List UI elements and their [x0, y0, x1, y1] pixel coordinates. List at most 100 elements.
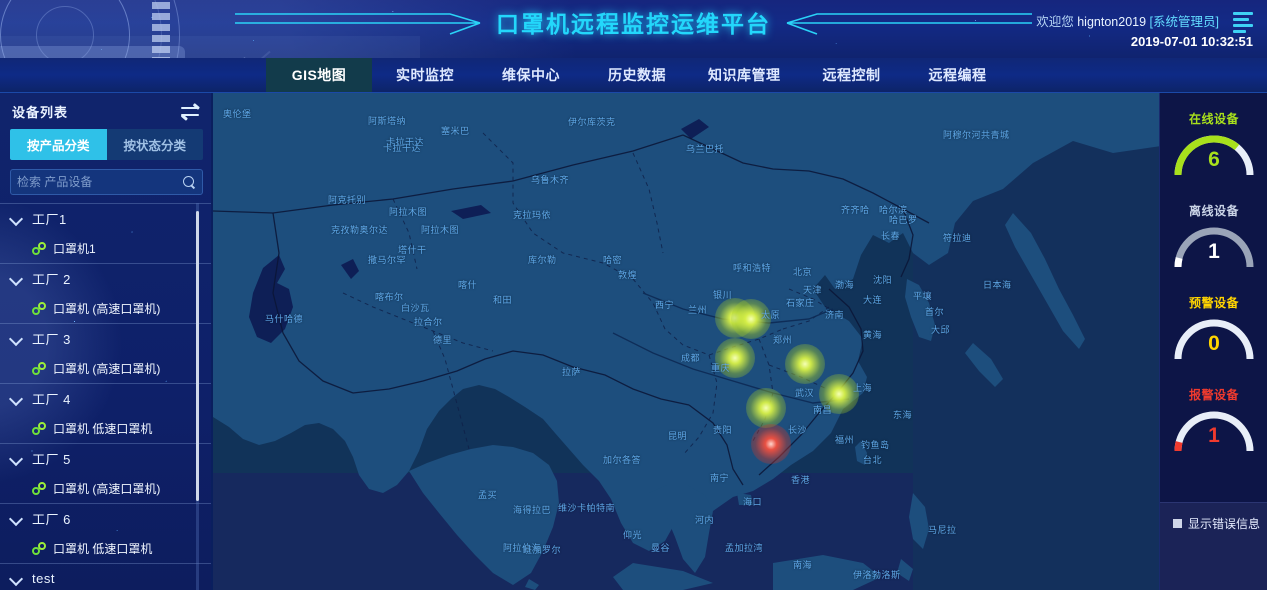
tree-child-node[interactable]: 口罩机 低速口罩机 [0, 413, 213, 443]
hamburger-menu-icon[interactable] [1233, 12, 1253, 33]
tree-child-label: 口罩机 (高速口罩机) [53, 481, 161, 496]
nav-item-5[interactable]: 知识库管理 [690, 58, 799, 92]
map-city-label: 库尔勒 [528, 255, 557, 265]
tree-parent-label: 工厂 4 [32, 392, 71, 407]
tree-parent-node[interactable]: 工厂 2 [0, 264, 213, 293]
chevron-down-icon[interactable] [10, 392, 23, 405]
chevron-down-icon[interactable] [10, 572, 23, 585]
map-city-label: 西宁 [655, 300, 675, 310]
tree-group: 工厂 4 口罩机 低速口罩机 [0, 383, 213, 443]
map-city-label: 和田 [493, 295, 513, 305]
map-city-label: 阿穆尔河共青城 [943, 130, 1010, 140]
tree-parent-node[interactable]: 工厂 5 [0, 444, 213, 473]
map-city-label: 卡拉干达 [383, 143, 422, 153]
map-city-label: 拉合尔 [414, 317, 443, 327]
header-bar-ticks [152, 2, 170, 58]
map-city-label: 马尼拉 [928, 525, 957, 535]
map-city-label: 哈巴罗 [889, 215, 918, 225]
map-city-label: 伊尔库茨克 [568, 117, 616, 127]
map-city-label: 哈密 [603, 255, 623, 265]
map-marker-alarm[interactable] [751, 424, 791, 464]
map-city-label: 阿拉木图 [421, 225, 460, 235]
tree-parent-node[interactable]: 工厂 6 [0, 504, 213, 533]
map-city-label: 石家庄 [786, 298, 815, 308]
map-city-label: 首尔 [925, 307, 945, 317]
tree-parent-label: test [32, 571, 55, 586]
nav-item-7[interactable]: 远程编程 [905, 58, 1011, 92]
nav-item-6[interactable]: 远程控制 [799, 58, 905, 92]
tree-parent-node[interactable]: test [0, 564, 213, 590]
search-icon[interactable] [183, 175, 196, 189]
nav-item-label: 历史数据 [608, 67, 666, 83]
map-city-label: 曼谷 [651, 543, 671, 553]
map-city-label: 福州 [835, 435, 855, 445]
chevron-down-icon[interactable] [10, 332, 23, 345]
title-bracket-left [235, 8, 495, 38]
app-header: 口罩机远程监控运维平台 欢迎您 hignton2019 [系统管理员] 2019… [0, 0, 1267, 58]
chevron-down-icon[interactable] [10, 512, 23, 525]
tree-child-label: 口罩机 (高速口罩机) [53, 301, 161, 316]
tree-parent-label: 工厂 6 [32, 512, 71, 527]
map-city-label: 奥伦堡 [223, 109, 252, 119]
tree-group: 工厂 3 口罩机 (高速口罩机) [0, 323, 213, 383]
tree-child-node[interactable]: 口罩机 (高速口罩机) [0, 473, 213, 503]
map-city-label: 台北 [863, 455, 883, 465]
sidebar-edge [211, 93, 213, 590]
map-marker-online[interactable] [715, 338, 755, 378]
nav-item-label: GIS地图 [291, 67, 347, 83]
sidebar-scrollbar[interactable] [196, 203, 199, 590]
tree-parent-node[interactable]: 工厂 4 [0, 384, 213, 413]
show-error-info-label: 显示错误信息 [1187, 517, 1260, 531]
device-tree: 工厂1 口罩机1 工厂 2 口罩机 (高速口罩机) 工厂 3 口罩机 (高速口罩机) 工厂 … [0, 203, 213, 590]
device-search-box[interactable] [10, 169, 203, 195]
gauge-arc: 0 [1160, 311, 1267, 367]
checkbox-icon[interactable] [1172, 519, 1182, 528]
map-marker-online[interactable] [746, 388, 786, 428]
map-city-label: 银川 [713, 290, 733, 300]
nav-item-label: 远程编程 [928, 67, 987, 83]
map-city-label: 济南 [825, 310, 845, 320]
map-city-label: 渤海 [835, 280, 855, 290]
gis-map-canvas[interactable]: 奥伦堡 阿斯塔纳 塞米巴 伊尔库茨克 阿穆尔河共青城 卡拉干达 卡拉干达 乌兰巴托 阿拉木图 乌鲁… [213, 93, 1267, 590]
nav-item-1[interactable]: GIS地图 [266, 58, 372, 92]
map-city-label: 昆明 [668, 431, 688, 441]
tree-child-node[interactable]: 口罩机 (高速口罩机) [0, 353, 213, 383]
map-marker-online[interactable] [731, 299, 771, 339]
chevron-down-icon[interactable] [10, 452, 23, 465]
tree-child-node[interactable]: 口罩机1 [0, 233, 213, 263]
tree-child-node[interactable]: 口罩机 低速口罩机 [0, 533, 213, 563]
chevron-down-icon[interactable] [10, 272, 23, 285]
tree-child-node[interactable]: 口罩机 (高速口罩机) [0, 293, 213, 323]
map-city-label: 喀布尔 [375, 292, 404, 302]
map-marker-online[interactable] [785, 344, 825, 384]
swap-arrows-icon[interactable] [181, 102, 201, 120]
title-bracket-right [772, 8, 1032, 38]
nav-item-2[interactable]: 实时监控 [372, 58, 478, 92]
tree-parent-node[interactable]: 工厂 3 [0, 324, 213, 353]
username-label: hignton2019 [1077, 15, 1147, 29]
map-marker-online[interactable] [819, 374, 859, 414]
welcome-text: 欢迎您 hignton2019 [系统管理员] [1036, 14, 1253, 30]
map-city-label: 阿斯塔纳 [368, 116, 407, 126]
map-city-label: 大邱 [931, 325, 951, 335]
map-city-label: 仰光 [623, 530, 643, 540]
tree-group: 工厂 5 口罩机 (高速口罩机) [0, 443, 213, 503]
main-navigation: GIS地图 实时监控 维保中心 历史数据 知识库管理 远程控制 远程编程 [0, 58, 1267, 93]
search-input[interactable] [17, 175, 183, 189]
tree-parent-node[interactable]: 工厂1 [0, 204, 213, 233]
map-city-label: 班加罗尔 [523, 545, 562, 555]
gauge-value: 0 [1208, 332, 1220, 355]
map-city-label: 钓鱼岛 [861, 440, 890, 450]
sidebar-tab-2[interactable]: 按状态分类 [106, 129, 203, 160]
nav-item-4[interactable]: 历史数据 [584, 58, 690, 92]
app-title-wrapper: 口罩机远程监控运维平台 [0, 6, 1267, 42]
show-error-info-toggle[interactable]: 显示错误信息 [1172, 515, 1260, 532]
gauge-title: 预警设备 [1188, 296, 1239, 310]
nav-item-3[interactable]: 维保中心 [478, 58, 584, 92]
sidebar-tab-1[interactable]: 按产品分类 [10, 129, 107, 160]
header-starfield [0, 0, 1267, 58]
sidebar-scrollbar-thumb[interactable] [196, 211, 199, 501]
tree-parent-label: 工厂 5 [32, 452, 71, 467]
map-city-label: 兰州 [688, 305, 708, 315]
chevron-down-icon[interactable] [10, 212, 23, 225]
